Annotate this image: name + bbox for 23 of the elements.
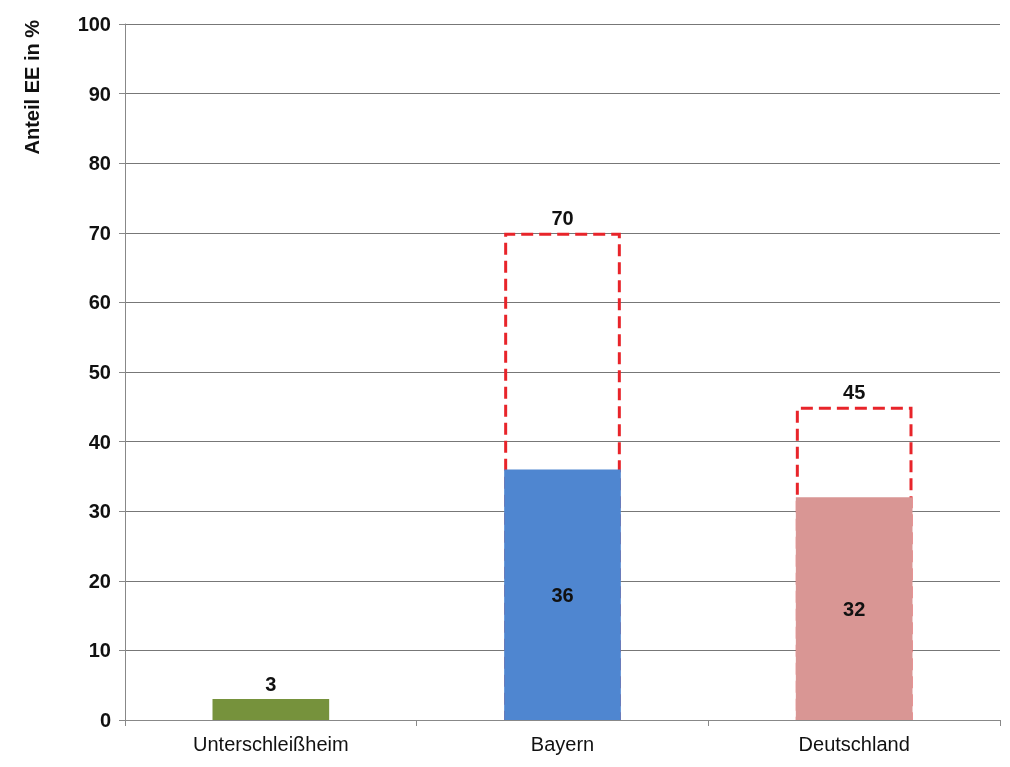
data-label: 36 — [551, 583, 574, 606]
data-label: 32 — [843, 597, 866, 620]
bar — [212, 699, 330, 720]
y-tick-label: 20 — [88, 569, 111, 592]
x-tick-label: Bayern — [530, 733, 595, 755]
y-tick-label: 50 — [88, 361, 111, 383]
data-label: 70 — [551, 206, 574, 229]
y-tick-label: 30 — [88, 500, 111, 523]
bar — [795, 497, 913, 720]
bar — [504, 469, 621, 720]
y-tick-label: 60 — [88, 291, 111, 314]
data-label: 45 — [843, 380, 866, 403]
y-tick-label: 90 — [88, 82, 111, 105]
y-tick-label: 80 — [88, 152, 111, 175]
y-tick-label: 10 — [88, 639, 111, 662]
y-tick-label: 70 — [88, 221, 111, 244]
y-tick-label: 40 — [88, 430, 111, 453]
y-axis-title: Anteil EE in % — [21, 19, 43, 155]
x-tick-label: Deutschland — [798, 733, 910, 755]
data-label: 3 — [265, 673, 277, 696]
y-tick-label: 100 — [77, 13, 111, 35]
x-tick-label: Unterschleißheim — [193, 733, 349, 755]
y-tick-label: 0 — [99, 709, 111, 731]
